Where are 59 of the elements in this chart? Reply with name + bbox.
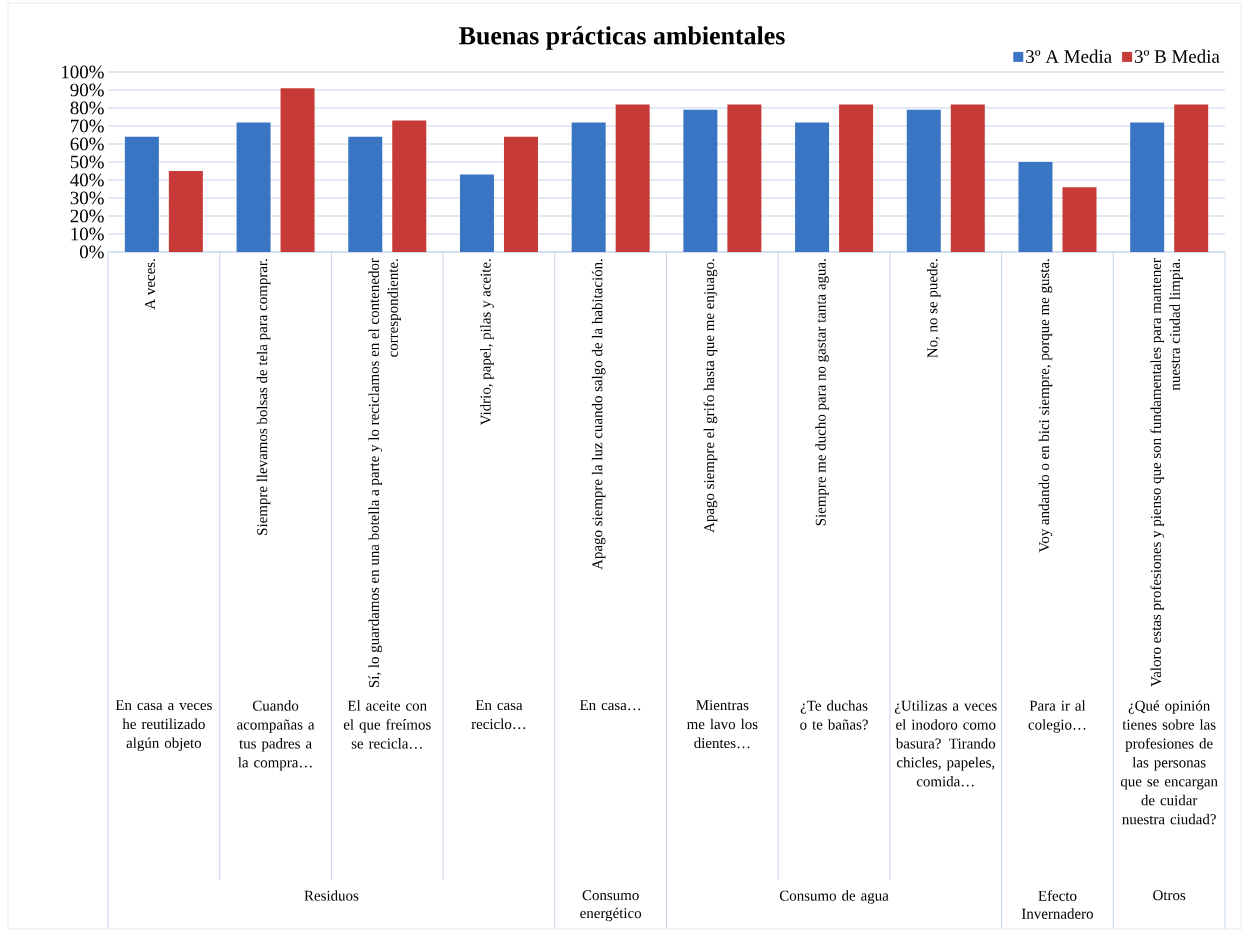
text: Efecto Invernadero	[1021, 890, 1093, 919]
text: En casa reciclo…	[471, 700, 526, 730]
x-tick-label: Siempre me ducho para no gastar tanta agua.	[815, 259, 829, 526]
x-tick-label: Voy andando o en bici siempre, porque me gusta.	[1038, 259, 1053, 553]
x-tick-label: Valoro estas profesiones y pienso que son fundamentales para mantener nuestra ciudad limpia.	[1150, 258, 1183, 687]
bar	[615, 104, 650, 252]
text: Para ir al colegio…	[1028, 700, 1086, 733]
text: Consumo de agua	[779, 890, 889, 904]
x-tick-label: Apago siempre la luz cuando salgo de la habitación.	[591, 259, 606, 570]
text: El aceite con el que freímos se recicla…	[343, 700, 431, 749]
text: En casa…	[579, 700, 641, 711]
bar	[124, 136, 159, 252]
text: ¿Utilizas a veces el inodoro como basura? Tirando chicles, papeles, comida…	[894, 700, 997, 787]
y-tick-label: 20%	[70, 209, 104, 223]
bar	[683, 109, 718, 252]
x-tick-label: Siempre llevamos bolsas de tela para comprar.	[256, 259, 271, 535]
y-tick-label: 50%	[70, 155, 104, 169]
bar	[1018, 162, 1053, 252]
bar	[1062, 187, 1097, 252]
bar	[950, 104, 985, 252]
x-tick-label: Sí, lo guardamos en una botella a parte y lo reciclamos en el contenedor correspondiente.	[368, 258, 401, 688]
y-tick-label: 90%	[70, 83, 104, 97]
bar	[236, 122, 271, 252]
bar	[503, 136, 538, 252]
x-tick-label: Vidrio, papel, pilas y aceite.	[480, 259, 494, 426]
bar	[459, 174, 494, 252]
bar	[1130, 122, 1165, 252]
y-tick-label: 10%	[71, 227, 104, 241]
legend-label: 3º A Media	[1026, 49, 1112, 63]
text: Otros	[1153, 890, 1186, 901]
bar	[348, 136, 383, 252]
x-tick-label: Apago siempre el grifo hasta que me enjuago.	[703, 259, 718, 533]
y-tick-label: 40%	[70, 173, 104, 187]
y-tick-label: 80%	[70, 101, 104, 115]
text: Consumo energético	[580, 890, 642, 922]
text: Residuos	[304, 890, 359, 901]
bar	[392, 120, 427, 252]
text: En casa a veces he reutilizado algún objeto	[115, 700, 212, 752]
x-tick-label: No, no se puede.	[926, 259, 941, 358]
text: ¿Te duchas o te bañas?	[800, 700, 868, 730]
bar	[1174, 104, 1209, 252]
bar	[280, 88, 315, 252]
y-tick-label: 70%	[71, 119, 104, 133]
bar	[168, 171, 203, 252]
y-tick-label: 30%	[70, 191, 104, 205]
text: Cuando acompañas a tus padres a la compra…	[237, 700, 315, 771]
bar	[839, 104, 874, 252]
bar	[906, 109, 941, 252]
y-tick-label: 0%	[79, 245, 104, 259]
text: Mientras me lavo los dientes…	[686, 700, 758, 749]
bar	[727, 104, 762, 252]
bar	[795, 122, 830, 252]
y-tick-label: 60%	[70, 137, 104, 151]
x-tick-label: A veces.	[145, 259, 156, 310]
text: ¿Qué opinión tienes sobre las profesiones de las personas que se encargan de cuidar nuestra ciudad?	[1120, 700, 1218, 825]
y-tick-label: 100%	[61, 65, 104, 79]
chart-title: Buenas prácticas ambientales	[459, 26, 785, 50]
bar	[571, 122, 606, 252]
legend-label: 3º B Media	[1134, 49, 1220, 63]
